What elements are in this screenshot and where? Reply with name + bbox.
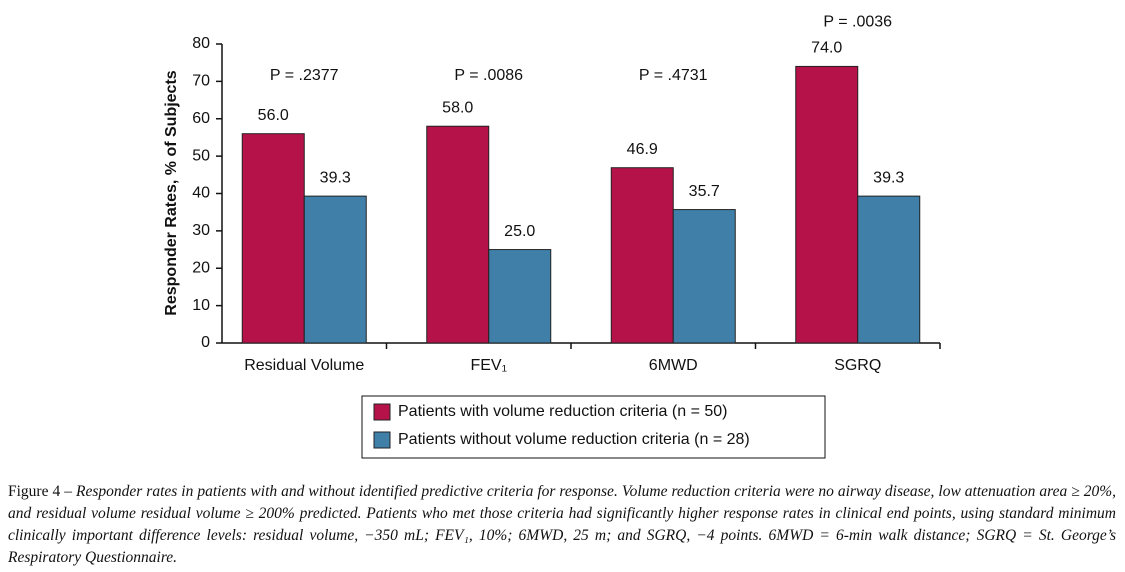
bar: [795, 65, 859, 344]
x-tick-label: Residual Volume: [244, 357, 364, 374]
value-label: 58.0: [442, 99, 473, 116]
value-label: 39.3: [320, 169, 351, 186]
value-label: 46.9: [627, 141, 658, 158]
y-tick-label: 70: [192, 73, 210, 90]
legend-label: Patients without volume reduction criter…: [398, 431, 750, 448]
x-tick-label: FEV₁: [470, 357, 507, 374]
y-tick-label: 20: [192, 259, 210, 276]
p-value-annotation: P = .0086: [454, 67, 523, 84]
x-tick-label: 6MWD: [649, 357, 698, 374]
value-label: 39.3: [873, 169, 904, 186]
y-axis-label: Responder Rates, % of Subjects: [163, 70, 180, 315]
bar: [857, 195, 921, 344]
p-value-annotation: P = .0036: [823, 14, 892, 31]
caption-text: Responder rates in patients with and wit…: [8, 483, 1117, 566]
p-value-annotation: P = .4731: [639, 67, 708, 84]
bar: [672, 209, 736, 344]
value-label: 35.7: [689, 183, 720, 200]
bar: [241, 133, 305, 344]
y-tick-label: 30: [192, 222, 210, 239]
y-tick-label: 80: [192, 35, 210, 52]
value-label: 25.0: [504, 223, 535, 240]
bar: [426, 125, 490, 344]
caption-label: Figure 4 –: [8, 483, 72, 500]
value-label: 74.0: [811, 40, 842, 57]
p-value-annotation: P = .2377: [270, 67, 339, 84]
y-tick-label: 50: [192, 147, 210, 164]
legend-box: [361, 395, 826, 459]
x-tick-label: SGRQ: [834, 357, 881, 374]
y-tick-label: 40: [192, 185, 210, 202]
legend-label: Patients with volume reduction criteria …: [398, 403, 727, 420]
chart: Responder Rates, % of Subjects 0 10 20 30 40…: [163, 14, 941, 459]
bar: [303, 195, 367, 344]
y-tick-label: 10: [192, 297, 210, 314]
value-label: 56.0: [258, 107, 289, 124]
bar: [610, 167, 674, 344]
y-tick-label: 0: [201, 334, 210, 351]
legend-swatch: [373, 431, 391, 449]
y-tick-label: 60: [192, 110, 210, 127]
legend-swatch: [373, 403, 391, 421]
bar: [488, 249, 552, 344]
caption: Figure 4 – Responder rates in patients w…: [8, 481, 1116, 569]
